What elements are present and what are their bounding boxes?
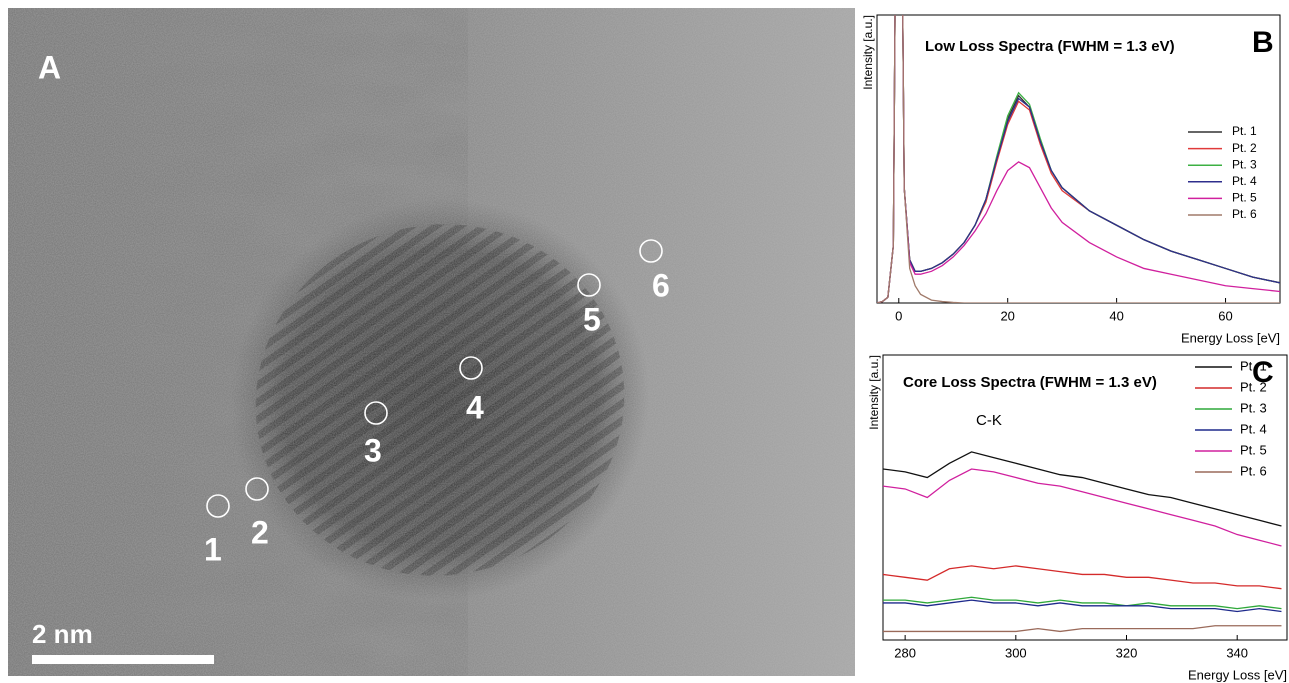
plot-frame bbox=[877, 15, 1280, 303]
legend-label: Pt. 1 bbox=[1232, 124, 1257, 138]
x-tick-label: 20 bbox=[1000, 308, 1014, 323]
point-label: 4 bbox=[466, 389, 484, 425]
tem-image: A 1 2 3 4 5 6 2 nm bbox=[8, 8, 855, 676]
point-label: 6 bbox=[652, 267, 670, 303]
y-axis-label: Intensity [a.u.] bbox=[861, 15, 875, 90]
point-label: 1 bbox=[204, 531, 222, 567]
x-tick-label: 300 bbox=[1005, 645, 1027, 660]
legend-label: Pt. 5 bbox=[1240, 442, 1267, 457]
legend-label: Pt. 2 bbox=[1232, 141, 1257, 155]
x-tick-label: 280 bbox=[894, 645, 916, 660]
legend-label: Pt. 5 bbox=[1232, 191, 1257, 205]
legend-label: Pt. 4 bbox=[1240, 421, 1267, 436]
annotation: C-K bbox=[976, 412, 1002, 429]
chart-title: Core Loss Spectra (FWHM = 1.3 eV) bbox=[903, 374, 1157, 391]
scale-bar-label: 2 nm bbox=[32, 619, 93, 649]
point-label: 3 bbox=[364, 432, 382, 468]
legend-label: Pt. 6 bbox=[1240, 463, 1267, 478]
y-axis-label: Intensity [a.u.] bbox=[867, 355, 881, 430]
legend-label: Pt. 2 bbox=[1240, 379, 1267, 394]
x-axis-label: Energy Loss [eV] bbox=[1181, 330, 1280, 345]
plot-frame bbox=[883, 355, 1287, 640]
chart-title: Low Loss Spectra (FWHM = 1.3 eV) bbox=[925, 38, 1175, 55]
x-tick-label: 40 bbox=[1109, 308, 1123, 323]
figure: A 1 2 3 4 5 6 2 nm 0 20 40 60 Energy Loss [e… bbox=[0, 0, 1289, 683]
legend-label: Pt. 4 bbox=[1232, 174, 1257, 188]
panel-label: A bbox=[38, 49, 61, 85]
legend-label: Pt. 3 bbox=[1232, 157, 1257, 171]
legend-label: Pt. 3 bbox=[1240, 400, 1267, 415]
point-label: 5 bbox=[583, 301, 601, 337]
x-axis-label: Energy Loss [eV] bbox=[1188, 667, 1287, 682]
point-label: 2 bbox=[251, 514, 269, 550]
scale-bar bbox=[32, 655, 214, 664]
legend-label: Pt. 6 bbox=[1232, 207, 1257, 221]
x-tick-label: 0 bbox=[895, 308, 902, 323]
legend-label: Pt. 1 bbox=[1240, 358, 1267, 373]
x-tick-label: 320 bbox=[1116, 645, 1138, 660]
x-tick-label: 340 bbox=[1226, 645, 1248, 660]
x-tick-label: 60 bbox=[1218, 308, 1232, 323]
panel-label: B bbox=[1252, 26, 1274, 59]
